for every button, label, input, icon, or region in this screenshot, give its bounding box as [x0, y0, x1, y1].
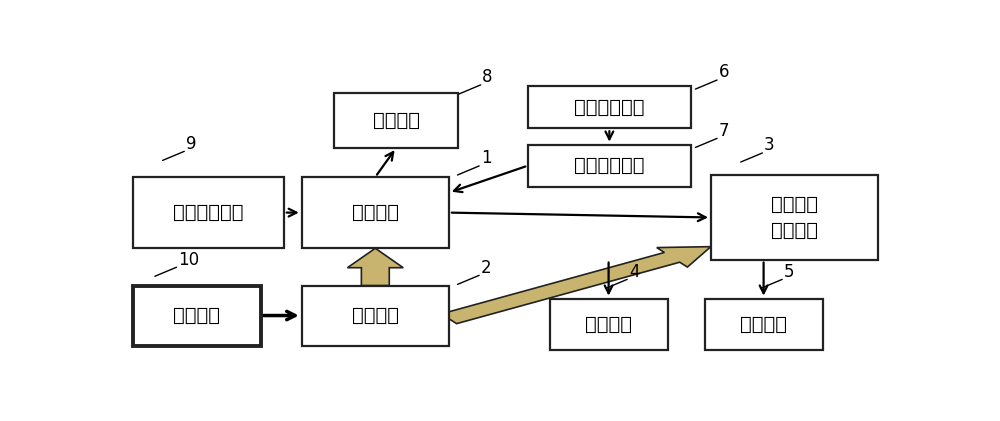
FancyBboxPatch shape	[550, 298, 668, 350]
FancyBboxPatch shape	[528, 86, 691, 128]
Text: 连接模块: 连接模块	[352, 306, 399, 325]
Polygon shape	[441, 247, 711, 324]
Text: 移动终端: 移动终端	[173, 306, 220, 325]
Text: 9: 9	[186, 135, 196, 153]
Text: 3: 3	[764, 136, 775, 154]
FancyBboxPatch shape	[334, 93, 458, 148]
FancyBboxPatch shape	[133, 177, 284, 248]
Text: 7: 7	[719, 122, 729, 140]
FancyBboxPatch shape	[711, 175, 878, 260]
Text: 4: 4	[629, 263, 639, 281]
FancyBboxPatch shape	[302, 177, 449, 248]
Text: 指令输入模块: 指令输入模块	[173, 203, 244, 222]
Polygon shape	[347, 248, 403, 285]
Text: 5: 5	[784, 263, 794, 281]
Text: 显示模块: 显示模块	[373, 111, 420, 130]
Text: 脑电传感单元: 脑电传感单元	[574, 98, 645, 117]
Text: 放大滤波单元: 放大滤波单元	[574, 156, 645, 175]
Text: 8: 8	[482, 68, 493, 86]
FancyBboxPatch shape	[302, 285, 449, 346]
Text: 6: 6	[719, 63, 729, 81]
Text: 1: 1	[481, 149, 491, 167]
Text: 10: 10	[178, 250, 199, 269]
Text: 第一电极: 第一电极	[585, 315, 632, 334]
FancyBboxPatch shape	[528, 144, 691, 187]
Text: 第二电极: 第二电极	[740, 315, 787, 334]
FancyBboxPatch shape	[705, 298, 822, 350]
Text: 2: 2	[481, 258, 491, 277]
FancyBboxPatch shape	[133, 285, 261, 346]
Text: 控制模块: 控制模块	[352, 203, 399, 222]
Text: 恒定电流
发生模块: 恒定电流 发生模块	[771, 195, 818, 240]
